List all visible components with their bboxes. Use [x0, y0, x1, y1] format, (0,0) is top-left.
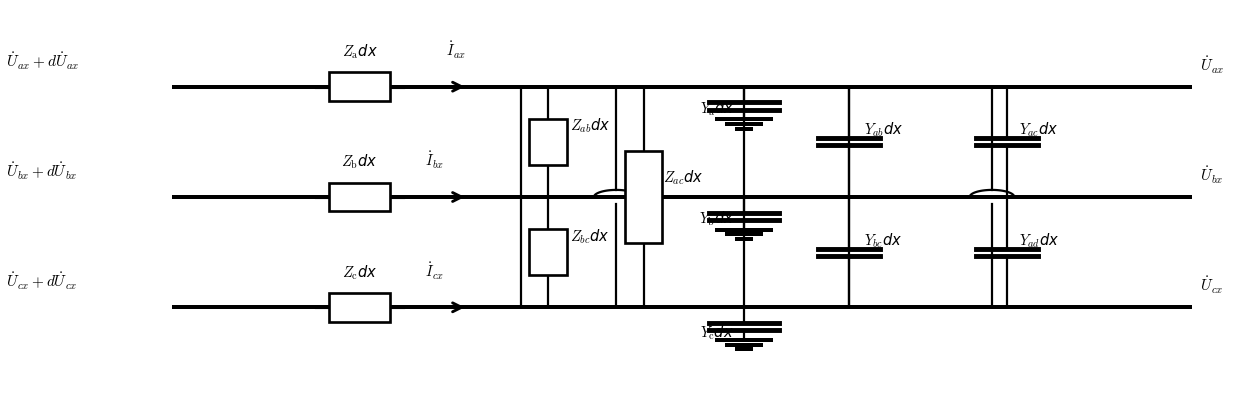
Text: $Z_\mathrm{a}$dx: $Z_\mathrm{a}$dx	[341, 43, 378, 61]
Text: $\dot{I}_{cx}$: $\dot{I}_{cx}$	[425, 261, 444, 282]
Bar	[330, 293, 389, 322]
Text: $\dot{U}_{ax}+d\dot{U}_{ax}$: $\dot{U}_{ax}+d\dot{U}_{ax}$	[6, 50, 79, 72]
Bar	[529, 119, 567, 165]
Text: $Z_\mathrm{b}$dx: $Z_\mathrm{b}$dx	[341, 153, 378, 171]
Text: $Y_{ab}$dx: $Y_{ab}$dx	[864, 121, 904, 139]
Bar	[529, 229, 567, 275]
Text: $\dot{I}_{ax}$: $\dot{I}_{ax}$	[446, 40, 466, 61]
Text: $Z_\mathrm{c}$dx: $Z_\mathrm{c}$dx	[342, 263, 377, 282]
Text: $Y_{ad}$dx: $Y_{ad}$dx	[1019, 231, 1059, 249]
Text: $\dot{I}_{bx}$: $\dot{I}_{bx}$	[425, 151, 444, 171]
Text: $Y_{bc}$dx: $Y_{bc}$dx	[864, 231, 903, 249]
Text: $Z_{ac}$dx: $Z_{ac}$dx	[663, 168, 704, 186]
Bar	[330, 72, 389, 101]
Text: $\dot{U}_{bx}$: $\dot{U}_{bx}$	[1200, 165, 1224, 186]
Text: $Y_\mathrm{c}$dx: $Y_\mathrm{c}$dx	[701, 324, 734, 342]
Text: $Y_{ac}$dx: $Y_{ac}$dx	[1019, 121, 1059, 139]
Text: $\dot{U}_{ax}$: $\dot{U}_{ax}$	[1200, 54, 1225, 76]
Text: $\dot{U}_{bx}+d\dot{U}_{bx}$: $\dot{U}_{bx}+d\dot{U}_{bx}$	[6, 161, 77, 182]
Text: $Y_\mathrm{b}$dx: $Y_\mathrm{b}$dx	[699, 210, 734, 228]
Text: $Z_{bc}$dx: $Z_{bc}$dx	[570, 227, 610, 245]
Bar	[625, 151, 662, 243]
Text: $Z_{ab}$dx: $Z_{ab}$dx	[570, 117, 611, 135]
Text: $\dot{U}_{cx}$: $\dot{U}_{cx}$	[1200, 275, 1224, 296]
Text: $Y_\mathrm{a}$dx: $Y_\mathrm{a}$dx	[699, 99, 734, 117]
Bar	[330, 183, 389, 211]
Text: $\dot{U}_{cx}+d\dot{U}_{cx}$: $\dot{U}_{cx}+d\dot{U}_{cx}$	[6, 271, 78, 292]
